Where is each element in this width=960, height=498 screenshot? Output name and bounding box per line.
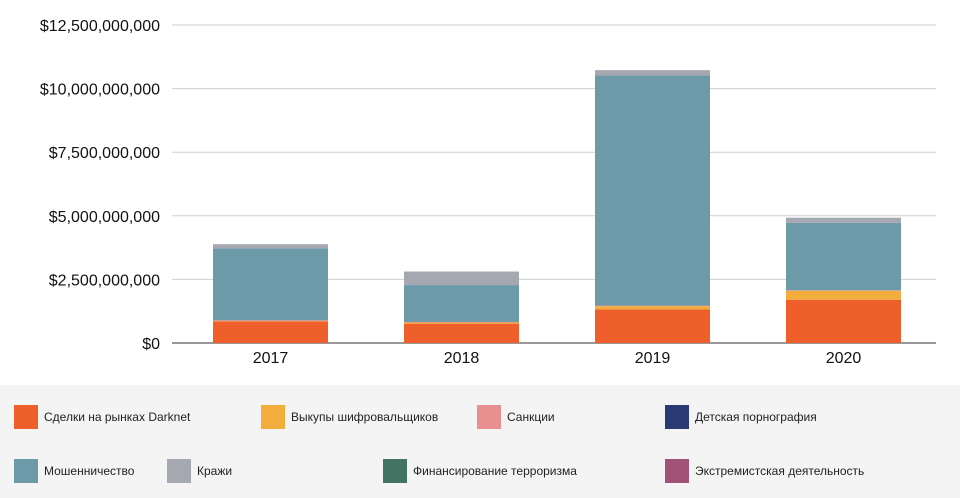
legend-item-extremism[interactable]: Экстремистская деятельность xyxy=(665,459,864,483)
y-tick-label: $2,500,000,000 xyxy=(49,272,160,289)
bar-segment-2020-1[interactable] xyxy=(786,290,901,300)
x-tick-label: 2018 xyxy=(444,350,480,367)
y-tick-label: $7,500,000,000 xyxy=(49,145,160,162)
bar-segment-2018-2[interactable] xyxy=(404,322,519,323)
bar-segment-2020-5[interactable] xyxy=(786,217,901,223)
y-tick-label: $10,000,000,000 xyxy=(40,82,160,99)
bar-segment-2018-5[interactable] xyxy=(404,271,519,286)
bar-segment-2020-4[interactable] xyxy=(786,222,901,291)
x-tick-label: 2019 xyxy=(635,350,671,367)
stacked-bar-chart: $0 $2,500,000,000 $5,000,000,000 $7,500,000… xyxy=(40,18,936,367)
bar-segment-2019-2[interactable] xyxy=(595,305,710,307)
legend-swatch xyxy=(665,405,689,429)
bar-segment-2020-2[interactable] xyxy=(786,290,901,291)
legend-label: Кражи xyxy=(197,464,233,478)
bar-segment-2020-0[interactable] xyxy=(786,299,901,343)
legend-item-child-abuse[interactable]: Детская порнография xyxy=(665,405,817,429)
chart-legend: Сделки на рынках Darknet Выкупы шифровал… xyxy=(0,385,960,498)
y-tick-label: $5,000,000,000 xyxy=(49,209,160,226)
legend-label: Сделки на рынках Darknet xyxy=(44,410,191,424)
legend-label: Санкции xyxy=(507,410,555,424)
legend-item-theft[interactable]: Кражи xyxy=(167,459,232,483)
legend-label: Финансирование терроризма xyxy=(413,464,577,478)
bar-segment-2019-0[interactable] xyxy=(595,309,710,343)
legend-swatch xyxy=(477,405,501,429)
bar-segment-2017-5[interactable] xyxy=(213,244,328,249)
bar-segment-2018-0[interactable] xyxy=(404,323,519,343)
legend-item-scams[interactable]: Мошенничество xyxy=(14,459,134,483)
bar-segment-2019-1[interactable] xyxy=(595,306,710,310)
x-tick-label: 2017 xyxy=(253,350,289,367)
legend-label: Выкупы шифровальщиков xyxy=(291,410,439,424)
bar-segment-2019-4[interactable] xyxy=(595,75,710,306)
legend-label: Детская порнография xyxy=(695,410,817,424)
legend-swatch xyxy=(383,459,407,483)
legend-label: Мошенничество xyxy=(44,464,135,478)
y-tick-label: $12,500,000,000 xyxy=(40,18,160,35)
y-tick-label: $0 xyxy=(142,336,160,353)
legend-swatch xyxy=(14,405,38,429)
legend-item-terrorism-financing[interactable]: Финансирование терроризма xyxy=(383,459,577,483)
x-tick-label: 2020 xyxy=(826,350,862,367)
legend-item-sanctions[interactable]: Санкции xyxy=(477,405,555,429)
bar-segment-2017-4[interactable] xyxy=(213,248,328,321)
bar-segment-2018-4[interactable] xyxy=(404,285,519,322)
legend-item-ransomware[interactable]: Выкупы шифровальщиков xyxy=(261,405,438,429)
legend-label: Экстремистская деятельность xyxy=(695,464,865,478)
legend-swatch xyxy=(261,405,285,429)
bar-segment-2017-0[interactable] xyxy=(213,321,328,343)
bar-segment-2017-2[interactable] xyxy=(213,320,328,321)
legend-item-darknet[interactable]: Сделки на рынках Darknet xyxy=(14,405,190,429)
legend-swatch xyxy=(665,459,689,483)
legend-swatch xyxy=(167,459,191,483)
chart-area: $0 $2,500,000,000 $5,000,000,000 $7,500,000… xyxy=(0,0,960,385)
bar-segment-2018-1[interactable] xyxy=(404,322,519,324)
legend-swatch xyxy=(14,459,38,483)
bar-segment-2019-5[interactable] xyxy=(595,70,710,76)
